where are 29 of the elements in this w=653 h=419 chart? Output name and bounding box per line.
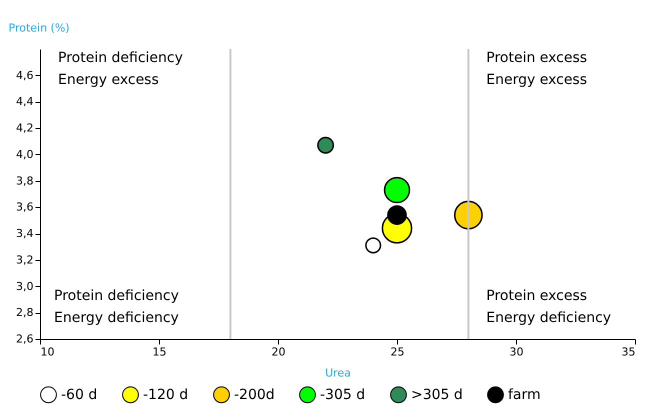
legend-label: -60 d <box>61 386 98 403</box>
y-tick-label: 2,8 <box>16 306 34 320</box>
annotation: Protein deficiency Energy excess <box>58 50 183 88</box>
y-tick-label: 3,2 <box>16 253 34 266</box>
x-axis-title: Urea <box>325 366 351 380</box>
x-tick-label: 35 <box>622 346 636 358</box>
y-tick-label: 3,0 <box>16 280 34 293</box>
y-tick-label: 4,0 <box>16 148 34 161</box>
annotation: Protein deficiency Energy deficiency <box>54 288 179 326</box>
x-tick-label: 20 <box>272 346 286 358</box>
y-tick-label: 3,6 <box>16 200 34 214</box>
legend-label: >305 d <box>411 386 463 403</box>
x-tick-label: 10 <box>40 346 54 358</box>
y-tick-label: 4,2 <box>16 122 34 135</box>
x-tick-label: 25 <box>390 346 404 358</box>
y-axis-title: Protein (%) <box>8 22 70 34</box>
y-tick-label: 4,4 <box>16 95 34 108</box>
y-tick-label: 2,6 <box>16 332 34 346</box>
y-tick-label: 3,8 <box>16 174 34 188</box>
y-tick-label: 3,4 <box>16 227 34 240</box>
y-tick-label: 4,6 <box>16 68 34 82</box>
legend-label: -200d <box>234 386 275 403</box>
legend-label: farm <box>508 386 541 403</box>
annotation: Protein excess Energy deficiency <box>486 288 612 326</box>
legend-label: -305 d <box>320 386 366 403</box>
x-tick-label: 30 <box>510 346 524 358</box>
annotation: Protein excess Energy excess <box>486 50 588 88</box>
x-tick-label: 15 <box>152 346 166 358</box>
legend-label: -120 d <box>143 386 188 403</box>
